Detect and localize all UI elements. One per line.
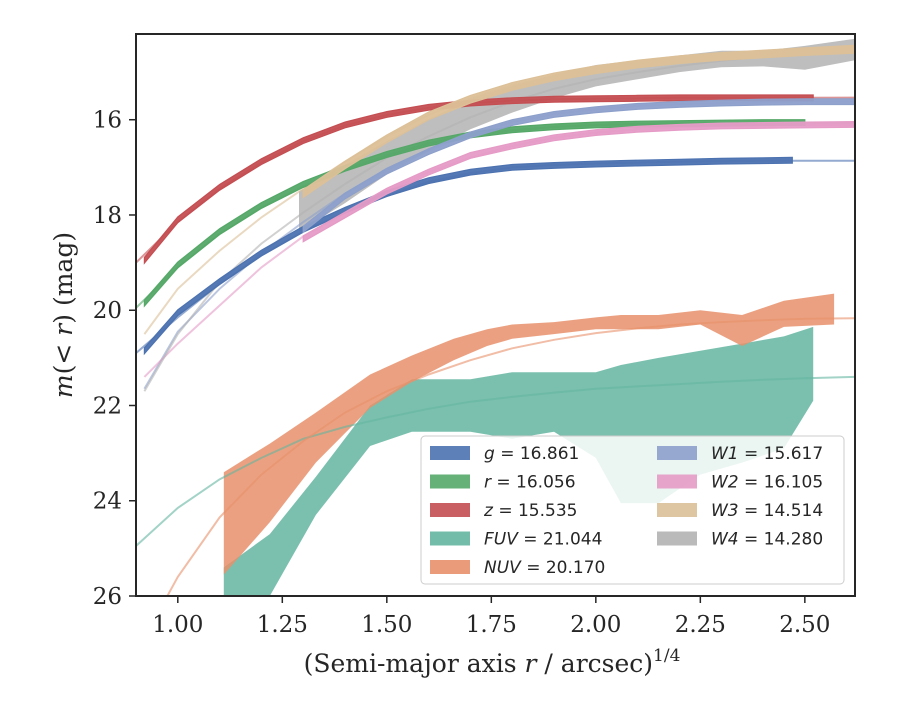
legend-label-r: r = 16.056 xyxy=(484,473,576,493)
x-tick-label: 2.00 xyxy=(570,612,621,638)
legend-swatch-fuv xyxy=(430,531,470,546)
band-w4 xyxy=(299,38,855,232)
y-axis-title: m(< r) (mag) xyxy=(49,232,78,398)
band-nuv xyxy=(223,293,835,575)
x-tick-label: 1.75 xyxy=(466,612,517,638)
x-tick-label: 2.50 xyxy=(779,612,830,638)
legend-label-g: g = 16.861 xyxy=(484,444,579,464)
profile-r xyxy=(143,119,806,308)
band-fuv xyxy=(223,326,814,596)
legend-swatch-nuv xyxy=(430,560,470,574)
legend-box xyxy=(420,435,845,585)
legend-swatch-g xyxy=(430,446,470,460)
x-tick-label: 1.50 xyxy=(361,612,412,638)
legend-label-w2: W2 = 16.105 xyxy=(711,473,823,493)
legend-label-fuv: FUV = 21.044 xyxy=(484,530,602,550)
legend-swatch-w2 xyxy=(657,474,697,489)
plot-area xyxy=(136,38,855,596)
y-tick-label: 20 xyxy=(93,298,122,324)
x-tick-label: 1.25 xyxy=(257,612,308,638)
plot-frame xyxy=(135,33,856,597)
y-axis: 16 18 20 22 24 26 xyxy=(93,108,136,610)
legend-swatch-z xyxy=(430,503,470,517)
x-tick-label: 2.25 xyxy=(675,612,726,638)
legend-label-w4: W4 = 14.280 xyxy=(711,530,823,550)
profile-w3 xyxy=(302,44,855,199)
y-tick-label: 22 xyxy=(93,393,122,419)
legend-swatch-r xyxy=(430,474,470,489)
x-tick-label: 1.00 xyxy=(152,612,203,638)
x-axis-title: (Semi-major axis r / arcsec)1/4 xyxy=(304,646,681,678)
fit-line-nuv xyxy=(166,317,855,596)
y-tick-label: 16 xyxy=(93,108,122,134)
y-tick-label: 24 xyxy=(93,489,122,515)
y-tick-label: 18 xyxy=(93,203,122,229)
legend-label-nuv: NUV = 20.170 xyxy=(484,558,605,578)
profile-w2 xyxy=(302,120,855,243)
legend: g = 16.861 r = 16.056 z = 15.535 FUV = 21.0… xyxy=(420,435,845,585)
y-tick-label: 26 xyxy=(93,584,122,610)
legend-label-w3: W3 = 14.514 xyxy=(711,501,823,521)
legend-label-w1: W1 = 15.617 xyxy=(711,444,823,464)
legend-swatch-w3 xyxy=(657,503,697,517)
legend-swatch-w4 xyxy=(657,531,697,546)
legend-label-z: z = 15.535 xyxy=(483,501,577,521)
fit-line-fuv xyxy=(136,375,855,547)
profile-w1 xyxy=(302,98,855,234)
x-axis: 1.00 1.25 1.50 1.75 2.00 2.25 2.50 xyxy=(152,596,830,638)
legend-swatch-w1 xyxy=(657,446,697,460)
